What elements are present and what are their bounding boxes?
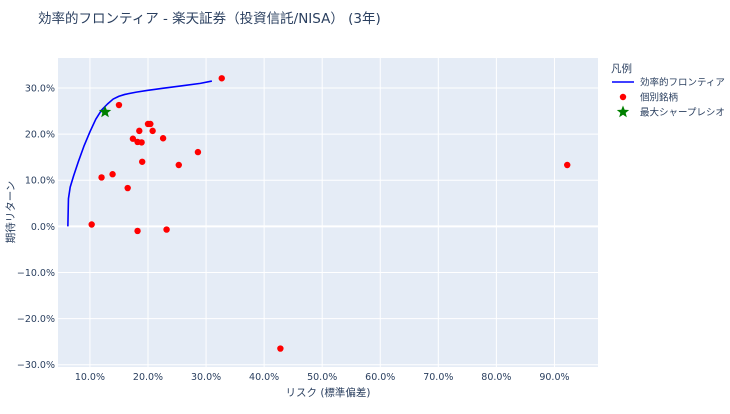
x-tick-label: 20.0% [133,372,163,383]
stock-point[interactable] [159,135,167,142]
legend-label: 個別銘柄 [640,92,678,104]
x-tick-labels: 10.0% 20.0% 30.0% 40.0% 50.0% 60.0% 70.0% 80.0%… [75,372,570,383]
legend-item[interactable]: 効率的フロンティア [612,77,725,89]
x-tick-label: 90.0% [539,372,569,383]
stock-point[interactable] [564,161,571,169]
stock-point[interactable] [175,161,182,169]
stock-point[interactable] [88,221,95,228]
chart-title: 効率的フロンティア - 楽天証券（投資信託/NISA） (3年) [38,10,381,27]
legend-star-swatch [616,105,630,118]
legend-title: 凡例 [611,62,632,75]
stock-point[interactable] [218,75,225,82]
frontier-line[interactable] [67,80,213,227]
y-tick-label: −20.0% [17,314,55,325]
x-tick-label: 30.0% [191,372,221,383]
plot-area [58,58,598,367]
legend-label: 効率的フロンティア [640,77,725,89]
stock-point[interactable] [138,139,145,146]
y-tick-labels: −30.0% −20.0% −10.0% 0.0% 10.0% 20.0% 30.0% [17,83,55,371]
stock-point[interactable] [194,148,202,156]
max-sharpe-star[interactable] [98,105,112,118]
x-tick-label: 60.0% [365,372,395,383]
x-axis-title: リスク (標準偏差) [285,386,370,399]
legend-label: 最大シャープレシオ [640,107,725,119]
stock-point[interactable] [109,171,116,178]
x-tick-label: 40.0% [249,372,279,383]
stock-point[interactable] [124,184,131,192]
stock-point[interactable] [277,345,284,352]
legend-item[interactable]: 個別銘柄 [619,92,678,104]
series-layer [67,75,571,352]
y-tick-label: 30.0% [25,83,55,94]
stock-point[interactable] [163,226,170,233]
stock-point[interactable] [147,120,154,128]
stock-point[interactable] [115,101,123,109]
y-tick-label: 10.0% [25,176,55,187]
x-tick-label: 80.0% [481,372,511,383]
y-tick-label: −30.0% [17,360,55,371]
stock-point[interactable] [129,135,137,142]
stock-point[interactable] [138,158,146,165]
stock-point[interactable] [149,127,156,135]
y-tick-label: 20.0% [25,130,55,141]
stock-point[interactable] [98,174,105,181]
legend-item[interactable]: 最大シャープレシオ [616,105,725,119]
y-axis-title: 期待リターン [4,181,17,243]
y-tick-label: −10.0% [17,268,55,279]
x-tick-label: 70.0% [423,372,453,383]
x-tick-label: 50.0% [307,372,337,383]
x-tick-label: 10.0% [75,372,105,383]
y-tick-label: 0.0% [31,222,55,233]
stock-point[interactable] [134,227,141,235]
stock-point[interactable] [136,127,143,135]
legend-dot-swatch [619,93,627,101]
grid-layer [58,58,598,367]
